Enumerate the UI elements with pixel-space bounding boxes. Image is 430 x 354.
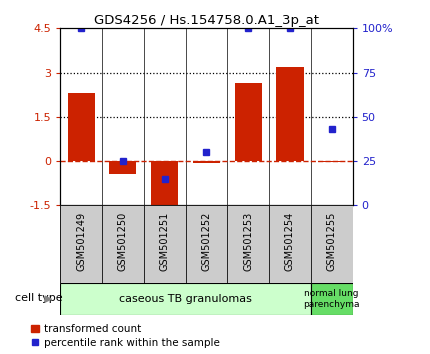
Text: GSM501252: GSM501252 — [201, 212, 212, 271]
Legend: transformed count, percentile rank within the sample: transformed count, percentile rank withi… — [27, 320, 224, 352]
Text: GSM501255: GSM501255 — [327, 212, 337, 271]
Bar — [60, 205, 102, 283]
Bar — [185, 205, 227, 283]
Bar — [311, 205, 353, 283]
Bar — [68, 93, 95, 161]
Bar — [151, 161, 178, 210]
Text: GSM501253: GSM501253 — [243, 212, 253, 271]
Text: GSM501250: GSM501250 — [118, 212, 128, 271]
Text: normal lung
parenchyma: normal lung parenchyma — [304, 290, 360, 309]
Text: GSM501249: GSM501249 — [76, 212, 86, 271]
Bar — [102, 205, 144, 283]
Bar — [144, 205, 185, 283]
Bar — [227, 205, 269, 283]
Text: GSM501254: GSM501254 — [285, 212, 295, 271]
Bar — [269, 205, 311, 283]
Bar — [318, 161, 345, 162]
Bar — [109, 161, 136, 175]
Text: caseous TB granulomas: caseous TB granulomas — [119, 294, 252, 304]
Title: GDS4256 / Hs.154758.0.A1_3p_at: GDS4256 / Hs.154758.0.A1_3p_at — [94, 14, 319, 27]
Text: cell type: cell type — [15, 292, 63, 303]
Bar — [311, 283, 353, 315]
Bar — [193, 161, 220, 164]
Bar — [60, 283, 311, 315]
Bar — [235, 83, 262, 161]
Bar — [276, 67, 304, 161]
Text: GSM501251: GSM501251 — [160, 212, 169, 271]
